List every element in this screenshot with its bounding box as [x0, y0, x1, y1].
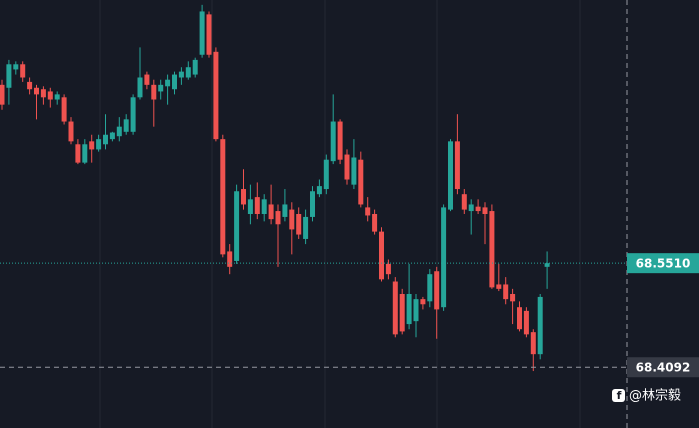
candle-body: [323, 159, 329, 190]
candle-body: [89, 141, 95, 150]
candle-body: [510, 293, 516, 302]
candle-body: [303, 216, 309, 239]
candle-body: [434, 271, 440, 310]
candle-body: [448, 141, 453, 210]
watermark-text: @林宗毅: [629, 388, 681, 404]
crosshair-label: 68.4092: [636, 361, 691, 375]
candle-body: [482, 207, 488, 214]
candle-body: [461, 194, 467, 210]
candle-body: [254, 197, 260, 214]
candle-body: [537, 296, 543, 355]
candle-body: [392, 281, 398, 335]
candle-body: [544, 263, 550, 267]
candle-body: [185, 67, 191, 78]
candle-body: [413, 299, 419, 322]
candle-body: [454, 141, 460, 190]
candle-body: [530, 332, 536, 355]
candle-body: [475, 206, 481, 212]
candle-body: [96, 139, 102, 150]
candle-body: [82, 144, 88, 163]
candle-body: [344, 154, 350, 180]
candle-body: [358, 159, 364, 205]
candle-body: [406, 293, 412, 325]
candle-body: [296, 214, 302, 235]
candle-body: [351, 157, 357, 185]
crosshair-label-box: [627, 357, 699, 378]
candle-body: [206, 14, 212, 55]
candle-body: [399, 293, 405, 332]
candle-body: [310, 191, 315, 217]
candle-body: [192, 59, 198, 75]
price-label-box: [627, 253, 699, 274]
candle-body: [158, 84, 164, 92]
candle-body: [144, 74, 150, 85]
candle-body: [199, 11, 205, 55]
candle-body: [489, 211, 495, 288]
candle-body: [517, 307, 522, 330]
candle-body: [234, 191, 240, 261]
candle-body: [151, 84, 157, 100]
candle-body: [282, 204, 288, 217]
candles: [0, 4, 550, 372]
candle-body: [503, 284, 509, 300]
candle-body: [385, 263, 391, 275]
candle-body: [247, 199, 253, 214]
candle-body: [34, 87, 39, 95]
watermark-icon: [612, 389, 625, 402]
candle-body: [289, 209, 295, 230]
candle-body: [496, 284, 502, 289]
candle-body: [165, 79, 171, 87]
candle-body: [130, 97, 136, 132]
candle-body: [379, 231, 384, 280]
candle-body: [268, 204, 274, 220]
watermark: f @林宗毅: [612, 388, 681, 404]
candle-body: [54, 94, 60, 100]
candle-body: [241, 189, 246, 205]
candle-body: [47, 91, 53, 100]
candle-body: [75, 144, 81, 163]
candle-body: [109, 132, 115, 140]
candle-body: [220, 139, 226, 255]
candle-body: [330, 121, 336, 162]
time-grid: [99, 0, 581, 428]
candle-body: [40, 89, 46, 98]
candle-body: [0, 84, 5, 105]
candle-body: [337, 121, 343, 160]
candle-body: [103, 134, 108, 145]
candle-body: [275, 211, 281, 225]
candle-body: [427, 274, 433, 302]
candle-body: [468, 204, 474, 212]
candle-body: [261, 199, 267, 214]
candle-body: [172, 74, 177, 90]
candle-body: [365, 207, 371, 216]
candle-body: [372, 214, 378, 232]
candle-body: [178, 71, 184, 78]
candle-body: [20, 64, 26, 78]
candle-body: [420, 299, 426, 305]
candle-body: [68, 121, 74, 142]
watermark-icon-glyph: f: [617, 389, 622, 402]
candle-body: [316, 186, 322, 195]
candle-body: [61, 97, 67, 122]
candle-body: [6, 64, 12, 88]
candle-body: [137, 77, 143, 98]
candle-body: [441, 207, 447, 308]
candle-body: [213, 51, 219, 140]
candle-body: [13, 64, 19, 70]
candle-body: [27, 81, 33, 90]
candle-body: [123, 119, 129, 132]
candle-body: [227, 251, 233, 267]
candle-body: [523, 310, 529, 335]
candle-body: [116, 126, 122, 137]
price-label: 68.5510: [636, 257, 691, 271]
